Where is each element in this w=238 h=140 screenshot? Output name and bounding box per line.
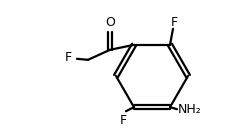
Text: NH₂: NH₂ bbox=[178, 103, 202, 116]
Text: O: O bbox=[105, 16, 115, 29]
Text: F: F bbox=[119, 114, 127, 127]
Text: F: F bbox=[65, 51, 72, 64]
Text: F: F bbox=[170, 16, 178, 29]
